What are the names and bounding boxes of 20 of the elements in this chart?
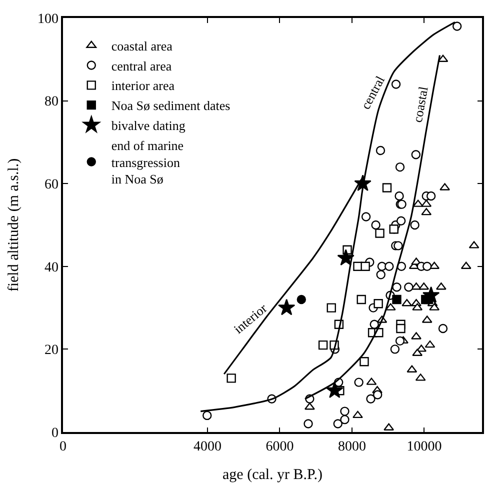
legend-label: end of marine transgression in Noa Sø (111, 138, 184, 187)
legend-label: bivalve dating (111, 118, 186, 134)
y-tick-label: 60 (44, 178, 58, 192)
y-tick-label: 20 (44, 343, 58, 358)
y-tick-label: 80 (44, 94, 58, 110)
annotation: coastal (410, 84, 431, 124)
x-tick-label: 6000 (266, 440, 294, 455)
annotation: central (358, 73, 388, 112)
legend-label: central area (111, 58, 172, 74)
y-tick-label: 0 (51, 426, 58, 441)
x-tick-label: 8000 (338, 440, 366, 455)
y-tick-label: 100 (37, 12, 58, 27)
x-tick-label: 4000 (193, 440, 222, 455)
legend-label: interior area (111, 78, 175, 94)
legend-label: coastal area (111, 38, 173, 54)
y-tick-label: 40 (44, 260, 58, 276)
y-axis-title: field altitude (m a.s.l.) (6, 158, 22, 292)
x-tick-label: 10000 (406, 440, 442, 455)
x-axis-title: age (cal. yr B.P.) (222, 467, 322, 484)
legend-label: Noa Sø sediment dates (111, 98, 230, 114)
